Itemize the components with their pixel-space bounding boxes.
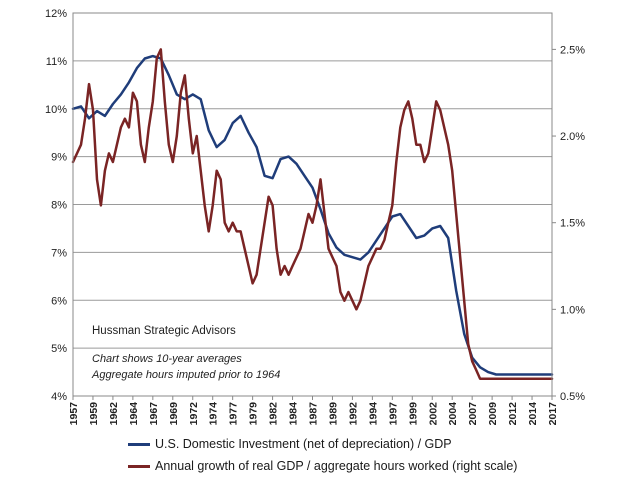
- x-tick-label: 1959: [88, 402, 100, 426]
- left-tick-label: 9%: [51, 152, 67, 164]
- x-tick-label: 2007: [467, 402, 479, 426]
- x-tick-label: 2012: [507, 402, 519, 426]
- right-tick-label: 2.0%: [560, 131, 585, 143]
- x-tick-label: 1999: [407, 402, 419, 426]
- right-tick-label: 1.5%: [560, 218, 585, 230]
- x-tick-label: 1977: [228, 402, 240, 426]
- left-tick-label: 12%: [45, 8, 67, 20]
- left-tick-label: 11%: [46, 56, 67, 68]
- x-tick-label: 2004: [447, 402, 459, 426]
- x-tick-label: 1974: [208, 402, 220, 426]
- legend-item-investment: U.S. Domestic Investment (net of depreci…: [128, 433, 517, 455]
- plot-frame: [72, 12, 553, 397]
- note-line-1: Chart shows 10-year averages: [92, 353, 242, 365]
- right-tick-label: 0.5%: [560, 391, 585, 403]
- x-tick-label: 1989: [327, 402, 339, 426]
- note-line-2: Aggregate hours imputed prior to 1964: [92, 369, 281, 381]
- left-tick-label: 5%: [51, 343, 67, 355]
- left-axis: 4% 5% 6% 7% 8% 9% 10% 11% 12%: [45, 8, 67, 403]
- legend-swatch-investment: [128, 442, 150, 446]
- right-tick-label: 2.5%: [560, 44, 585, 56]
- x-tick-label: 1969: [168, 402, 180, 426]
- right-axis: 0.5% 1.0% 1.5% 2.0% 2.5%: [552, 44, 585, 403]
- series-line-productivity: [71, 48, 554, 380]
- legend-label-investment: U.S. Domestic Investment (net of depreci…: [155, 437, 452, 451]
- left-tick-label: 6%: [51, 295, 67, 307]
- x-tick-label: 1964: [128, 402, 140, 426]
- legend-item-productivity: Annual growth of real GDP / aggregate ho…: [128, 455, 517, 477]
- legend-swatch-productivity: [128, 464, 150, 468]
- x-tick-label: 1987: [308, 402, 320, 426]
- x-tick-label: 1979: [248, 402, 260, 426]
- left-tick-label: 4%: [51, 391, 67, 403]
- x-tick-label: 1972: [188, 402, 200, 426]
- right-tick-label: 1.0%: [560, 304, 585, 316]
- legend-label-productivity: Annual growth of real GDP / aggregate ho…: [155, 459, 518, 473]
- left-tick-label: 8%: [51, 200, 67, 212]
- left-tick-label: 7%: [51, 247, 67, 259]
- x-tick-label: 1962: [108, 402, 120, 426]
- x-tick-label: 2017: [547, 402, 559, 426]
- x-tick-label: 1994: [367, 402, 379, 426]
- x-tick-label: 1982: [268, 402, 280, 426]
- x-tick-label: 2009: [487, 402, 499, 426]
- series-group: [71, 48, 554, 380]
- left-tick-label: 10%: [45, 104, 67, 116]
- x-tick-label: 2002: [427, 402, 439, 426]
- x-tick-label: 1992: [347, 402, 359, 426]
- grid-lines: [73, 12, 552, 397]
- x-tick-label: 2014: [527, 402, 539, 426]
- x-tick-label: 1984: [288, 402, 300, 426]
- x-axis: 1957 1959 1962 1964 1967 1969 1972 1974 1977 1979…: [68, 396, 559, 425]
- brand-annotation: Hussman Strategic Advisors: [92, 325, 236, 337]
- x-tick-label: 1957: [68, 402, 80, 426]
- legend: U.S. Domestic Investment (net of depreci…: [128, 433, 517, 477]
- x-tick-label: 1967: [148, 402, 160, 426]
- x-tick-label: 1997: [387, 402, 399, 426]
